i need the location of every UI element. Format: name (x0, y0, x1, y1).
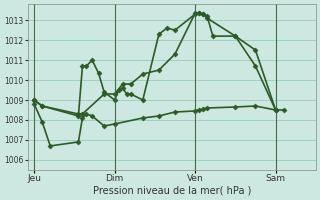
X-axis label: Pression niveau de la mer( hPa ): Pression niveau de la mer( hPa ) (92, 186, 251, 196)
